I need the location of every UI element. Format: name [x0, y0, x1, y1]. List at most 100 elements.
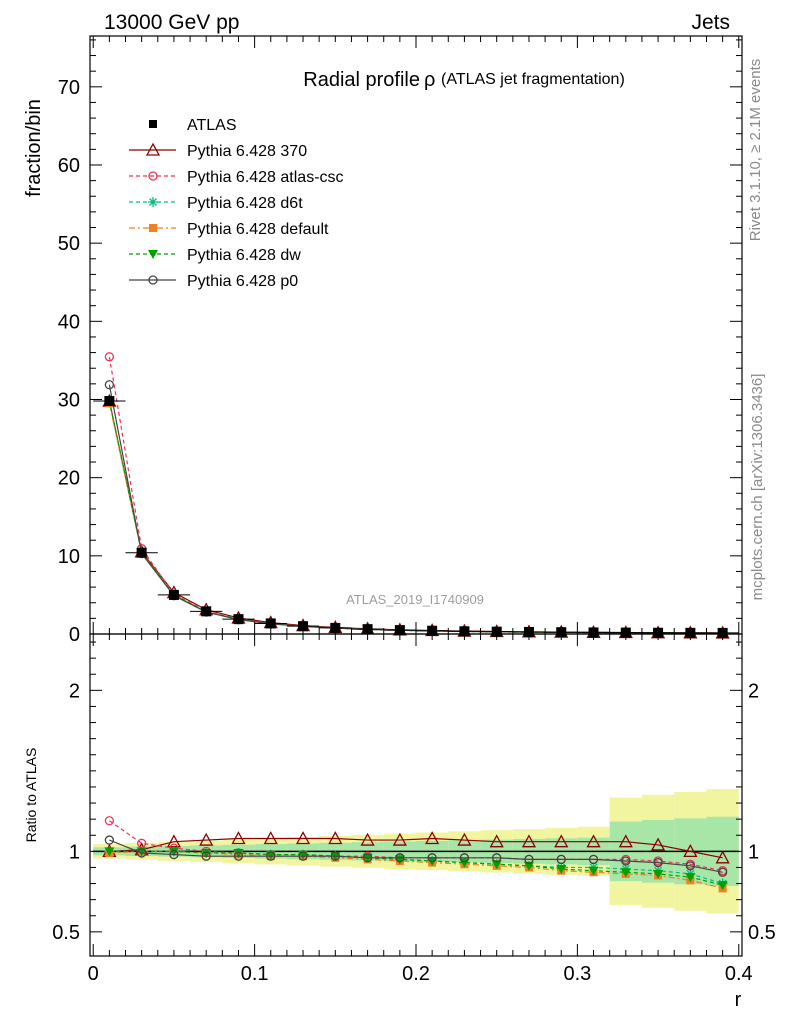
legend-marker — [149, 224, 157, 232]
ratio-series-point — [618, 834, 633, 848]
legend-marker — [148, 250, 158, 259]
legend-label: Pythia 6.428 default — [187, 221, 329, 238]
ratio-series-point — [586, 834, 601, 848]
legend: ATLAS Pythia 6.428 370 Pythia 6.428 atlas-… — [129, 117, 344, 290]
ratio-series-point — [491, 860, 502, 870]
data-point — [330, 622, 341, 633]
ratio-series-point — [588, 854, 599, 865]
ratio-series-point — [523, 861, 534, 871]
x-axis-label: r — [735, 989, 742, 1011]
data-point — [136, 547, 147, 558]
axes — [89, 35, 743, 957]
ratio-series-point — [650, 837, 666, 851]
ratio-series-line — [109, 850, 723, 886]
x-tick-label: 0 — [88, 963, 99, 985]
ratio-series-point — [360, 832, 375, 846]
ratio-series-point — [328, 831, 343, 845]
chart-title-symbol: ρ — [424, 69, 435, 91]
ratio-series-point — [395, 853, 405, 863]
y-tick-label: 20 — [58, 468, 80, 490]
ratio-series-point — [717, 867, 728, 877]
ratio-series-point — [425, 831, 440, 845]
ratio-series-point — [104, 847, 115, 857]
ratio-series-point — [492, 853, 502, 863]
legend-marker — [149, 120, 157, 128]
y-tick-label: 60 — [58, 155, 80, 177]
legend-label: Pythia 6.428 p0 — [187, 273, 298, 290]
ratio-series-point — [588, 866, 599, 876]
header-process: Jets — [691, 11, 730, 34]
ratio-series-point — [298, 851, 308, 861]
legend-marker — [148, 171, 158, 181]
legend-label: Pythia 6.428 atlas-csc — [187, 169, 344, 186]
ratio-tick-label: 1 — [69, 841, 80, 863]
legend-entry: ATLAS — [149, 117, 237, 134]
ratio-series-point — [715, 850, 730, 864]
ratio-series-point — [136, 848, 147, 858]
legend-entry: Pythia 6.428 p0 — [129, 273, 298, 290]
ratio-series-point — [554, 834, 569, 848]
y-tick-label: 70 — [58, 77, 80, 99]
ratio-series-point — [263, 831, 278, 845]
x-tick-label: 0.4 — [725, 963, 753, 985]
legend-label: Pythia 6.428 370 — [187, 143, 307, 160]
data-point — [201, 606, 212, 617]
ratio-series-point — [621, 856, 631, 866]
x-tick-label: 0.2 — [402, 963, 430, 985]
ratio-series-point — [685, 861, 696, 871]
legend-marker — [148, 197, 158, 207]
x-tick-label: 0.1 — [241, 963, 269, 985]
ratio-series-point — [233, 851, 244, 861]
ratio-series-point — [685, 873, 696, 883]
analysis-watermark: ATLAS_2019_I1740909 — [346, 592, 484, 607]
ratio-series-point — [199, 832, 214, 846]
chart-title: Radial profile — [303, 69, 420, 91]
ratio-series-point — [524, 854, 534, 865]
ratio-series-point — [266, 851, 276, 861]
chart-title-suffix: (ATLAS jet fragmentation) — [441, 71, 625, 88]
ratio-series-point — [457, 832, 472, 846]
ratio-series-point — [556, 865, 567, 875]
ratio-uncertainty-band — [93, 789, 739, 914]
data-point — [233, 614, 244, 625]
ratio-series-point — [521, 834, 537, 848]
legend-entry: Pythia 6.428 370 — [129, 142, 307, 160]
legend-entry: Pythia 6.428 atlas-csc — [129, 169, 344, 186]
legend-entry: Pythia 6.428 default — [129, 221, 329, 238]
data-point — [265, 618, 276, 629]
ratio-series-line — [109, 839, 723, 873]
ratio-series-point — [683, 843, 698, 857]
ratio-series-point — [201, 848, 212, 858]
y-tick-label: 0 — [69, 624, 80, 646]
legend-marker — [145, 142, 161, 156]
ratio-panel-series — [102, 816, 730, 893]
ratio-axis-label: Ratio to ATLAS — [23, 748, 39, 843]
ratio-series-point — [295, 831, 311, 845]
ratio-series-point — [556, 854, 566, 865]
legend-entry: Pythia 6.428 d6t — [129, 195, 303, 212]
ratio-tick-label-right: 1 — [748, 841, 759, 863]
ratio-series-point — [104, 835, 115, 845]
ratio-tick-label-right: 0.5 — [748, 922, 776, 944]
ratio-series-line — [109, 850, 723, 889]
ratio-series-point — [620, 868, 631, 878]
x-tick-label: 0.3 — [563, 963, 591, 985]
ratio-series-point — [169, 849, 179, 860]
data-point — [298, 621, 309, 632]
legend-label: ATLAS — [187, 117, 237, 134]
ratio-series-line — [109, 837, 723, 859]
ratio-series-point — [427, 853, 437, 863]
ratio-tick-label-right: 2 — [748, 680, 759, 702]
ratio-series-point — [104, 816, 115, 826]
ratio-series-point — [717, 881, 728, 891]
ratio-series-point — [489, 834, 504, 848]
ratio-series-point — [201, 851, 211, 861]
y-tick-label: 30 — [58, 389, 80, 411]
ratio-series-point — [392, 832, 407, 846]
ratio-series-point — [362, 853, 373, 863]
legend-label: Pythia 6.428 d6t — [187, 195, 303, 212]
ratio-series-point — [653, 857, 663, 868]
ratio-tick-label: 2 — [69, 680, 80, 702]
y-tick-label: 50 — [58, 233, 80, 255]
